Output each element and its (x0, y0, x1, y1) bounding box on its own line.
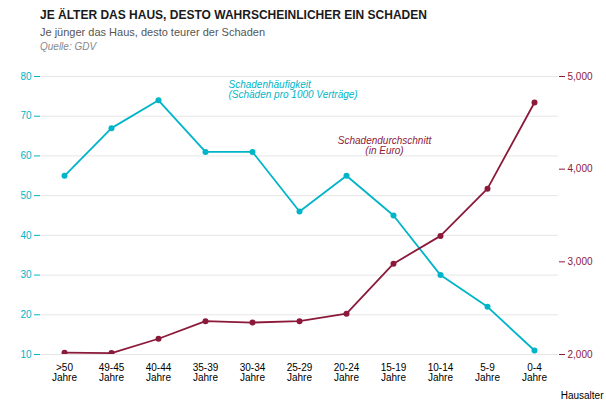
svg-text:0-4Jahre: 0-4Jahre (522, 362, 547, 383)
svg-text:30: 30 (20, 269, 32, 280)
svg-text:20: 20 (20, 309, 32, 320)
svg-text:40-44Jahre: 40-44Jahre (146, 362, 172, 383)
svg-text:5,000: 5,000 (568, 71, 593, 82)
svg-text:40: 40 (20, 230, 32, 241)
svg-text:30-34Jahre: 30-34Jahre (240, 362, 266, 383)
svg-text:2,000: 2,000 (568, 349, 593, 360)
svg-text:4,000: 4,000 (568, 163, 593, 174)
svg-text:35-39Jahre: 35-39Jahre (193, 362, 219, 383)
svg-text:10: 10 (20, 349, 32, 360)
svg-text:Hausalter: Hausalter (561, 390, 604, 401)
html-text:JE ÄLTER DAS HAUS, DESTO WAHRS: JE ÄLTER DAS HAUS, DESTO WAHRSCHEINLICHE… (40, 8, 427, 22)
svg-text:Schadenhäufigkeit(Schäden pro: Schadenhäufigkeit(Schäden pro 1000 Vertr… (229, 79, 358, 100)
svg-text:Schadendurchschnitt(in Euro): Schadendurchschnitt(in Euro) (338, 135, 433, 156)
html-text:Quelle: GDV: Quelle: GDV (40, 41, 97, 52)
svg-text:60: 60 (20, 150, 32, 161)
svg-text:80: 80 (20, 71, 32, 82)
svg-text:5-9Jahre: 5-9Jahre (475, 362, 500, 383)
svg-text:10-14Jahre: 10-14Jahre (428, 362, 454, 383)
html-text:Je jünger das Haus, desto teur: Je jünger das Haus, desto teurer der Sch… (40, 26, 265, 38)
svg-text:25-29Jahre: 25-29Jahre (287, 362, 313, 383)
svg-text:50: 50 (20, 190, 32, 201)
svg-text:15-19Jahre: 15-19Jahre (381, 362, 407, 383)
svg-text:70: 70 (20, 110, 32, 121)
svg-text:3,000: 3,000 (568, 256, 593, 267)
svg-text:>50Jahre: >50Jahre (52, 362, 77, 383)
svg-text:49-45Jahre: 49-45Jahre (99, 362, 125, 383)
svg-text:20-24Jahre: 20-24Jahre (334, 362, 360, 383)
